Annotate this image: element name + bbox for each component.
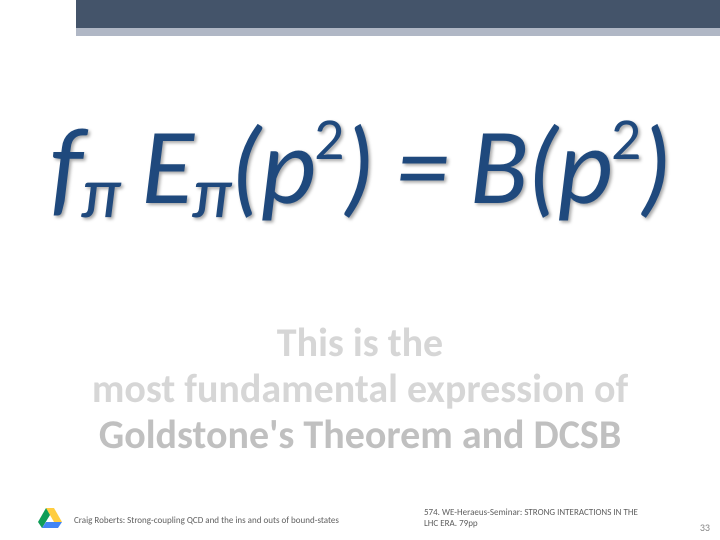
footer-right-line1: 574. WE-Heraeus-Seminar: STRONG INTERACT… bbox=[424, 507, 638, 518]
equation: fπ Eπ(p2) = B(p2) bbox=[0, 110, 720, 229]
footer-right: 574. WE-Heraeus-Seminar: STRONG INTERACT… bbox=[424, 508, 684, 530]
subtitle-line-1: This is the bbox=[0, 320, 720, 366]
page-number: 33 bbox=[700, 521, 710, 534]
footer-right-line2: LHC ERA. 79pp bbox=[424, 518, 478, 529]
eq-f: f bbox=[50, 101, 81, 233]
eq-rp2: ) bbox=[639, 101, 670, 233]
header-light-stripe bbox=[76, 28, 720, 36]
eq-rp1: ) = B(p bbox=[342, 101, 610, 233]
eq-lp1: (p bbox=[230, 101, 314, 233]
header-dark-stripe bbox=[76, 0, 720, 28]
eq-pi1: π bbox=[81, 149, 119, 237]
eq-space bbox=[119, 101, 141, 233]
subtitle: This is the most fundamental expression … bbox=[0, 320, 720, 458]
footer-left: Craig Roberts: Strong-coupling QCD and t… bbox=[74, 515, 339, 526]
eq-exp1: 2 bbox=[314, 103, 342, 176]
eq-exp2: 2 bbox=[611, 103, 639, 176]
slide-header bbox=[0, 0, 720, 40]
equation-text: fπ Eπ(p2) = B(p2) bbox=[50, 101, 670, 233]
slide: fπ Eπ(p2) = B(p2) This is the most funda… bbox=[0, 0, 720, 540]
subtitle-line-3: Goldstone's Theorem and DCSB bbox=[0, 412, 720, 458]
drive-icon bbox=[38, 508, 62, 528]
eq-pi2: π bbox=[192, 149, 230, 237]
subtitle-line-2: most fundamental expression of bbox=[0, 366, 720, 412]
eq-E: E bbox=[141, 101, 192, 233]
